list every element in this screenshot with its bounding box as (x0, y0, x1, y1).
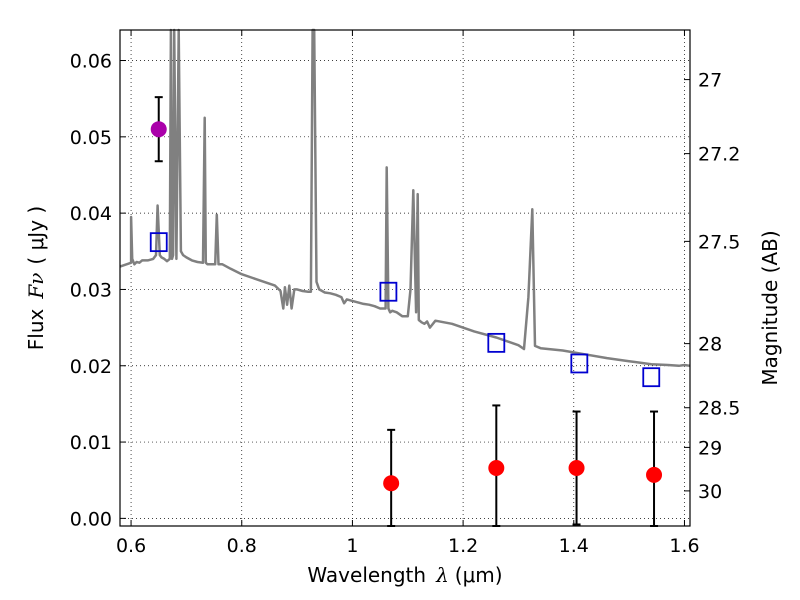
plot-frame (119, 29, 691, 527)
right-tick-label: 29 (698, 437, 722, 459)
points-layer (149, 96, 663, 527)
x-axis-label: Wavelength λ (μm) (307, 563, 502, 587)
y-tick-label: 0.03 (70, 279, 112, 301)
model-photometry-square (379, 281, 398, 302)
non-detection-point (568, 460, 585, 477)
spectrum-layer (119, 28, 691, 368)
right-axis-label: Magnitude (AB) (758, 230, 782, 385)
detection-point (150, 121, 167, 138)
right-tick-label: 28.5 (698, 398, 740, 420)
x-tick-label: 0.6 (116, 535, 146, 557)
y-tick-label: 0.06 (70, 51, 112, 73)
y-tick-label: 0.00 (70, 508, 112, 530)
y-tick-label: 0.02 (70, 356, 112, 378)
x-tick-label: 1 (346, 535, 358, 557)
non-detection-point (646, 466, 663, 483)
x-tick-label: 1.2 (448, 535, 478, 557)
x-tick-label: 1.6 (669, 535, 699, 557)
grid-lines (120, 30, 690, 526)
right-tick-label: 27 (698, 70, 722, 92)
y-axis-label: FluxFν( μJy ) (24, 206, 48, 350)
model-photometry-square (642, 367, 661, 388)
spectrum-line (119, 28, 691, 368)
ticks-layer: 0.6 0.8 1 1.2 1.4 1.6 0.00 0.01 0.02 0.03 0.04 0.05… (70, 30, 740, 557)
model-photometry-square (570, 353, 589, 374)
y-tick-label: 0.04 (70, 203, 112, 225)
right-tick-label: 30 (698, 481, 722, 503)
y-tick-label: 0.01 (70, 432, 112, 454)
non-detection-point (488, 460, 505, 477)
x-tick-label: 0.8 (227, 535, 257, 557)
y-tick-label: 0.05 (70, 127, 112, 149)
non-detection-point (383, 475, 400, 492)
right-tick-label: 28 (698, 334, 722, 356)
model-photometry-square (149, 232, 168, 253)
model-photometry-square (487, 332, 506, 353)
x-tick-label: 1.4 (559, 535, 589, 557)
right-tick-label: 27.5 (698, 231, 740, 253)
right-tick-label: 27.2 (698, 144, 740, 166)
